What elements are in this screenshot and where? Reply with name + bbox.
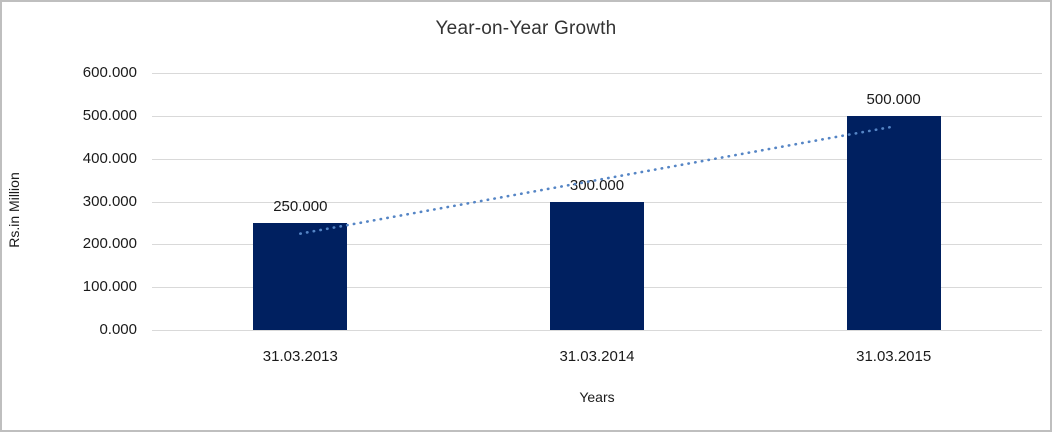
data-label: 300.000 bbox=[569, 176, 625, 194]
y-tick-label: 200.000 bbox=[82, 235, 137, 253]
gridline bbox=[152, 73, 1042, 74]
gridline bbox=[152, 330, 1042, 331]
y-tick-label: 600.000 bbox=[82, 64, 137, 81]
x-axis-title: Years bbox=[579, 389, 615, 405]
plot-area: 250.000 300.000 500.000 bbox=[152, 73, 1042, 331]
data-label: 500.000 bbox=[866, 90, 921, 108]
x-tick-label: 31.03.2013 bbox=[262, 348, 338, 365]
y-axis-title: Rs.in Million bbox=[6, 172, 22, 248]
y-tick-label: 500.000 bbox=[82, 106, 137, 124]
y-tick-label: 400.000 bbox=[82, 149, 137, 167]
y-tick-label: 300.000 bbox=[82, 192, 137, 210]
chart-title: Year-on-Year Growth bbox=[435, 18, 617, 39]
gridline bbox=[152, 115, 1042, 117]
y-tick-label: 0.000 bbox=[99, 321, 137, 338]
x-tick-label: 31.03.2015 bbox=[856, 348, 932, 365]
bar-31.03.2013 bbox=[253, 222, 348, 330]
data-label: 250.000 bbox=[273, 197, 328, 215]
x-tick-label: 31.03.2014 bbox=[559, 348, 635, 365]
bar-31.03.2014 bbox=[550, 201, 644, 330]
y-tick-label: 100.000 bbox=[82, 278, 137, 296]
bar-31.03.2015 bbox=[846, 115, 941, 330]
